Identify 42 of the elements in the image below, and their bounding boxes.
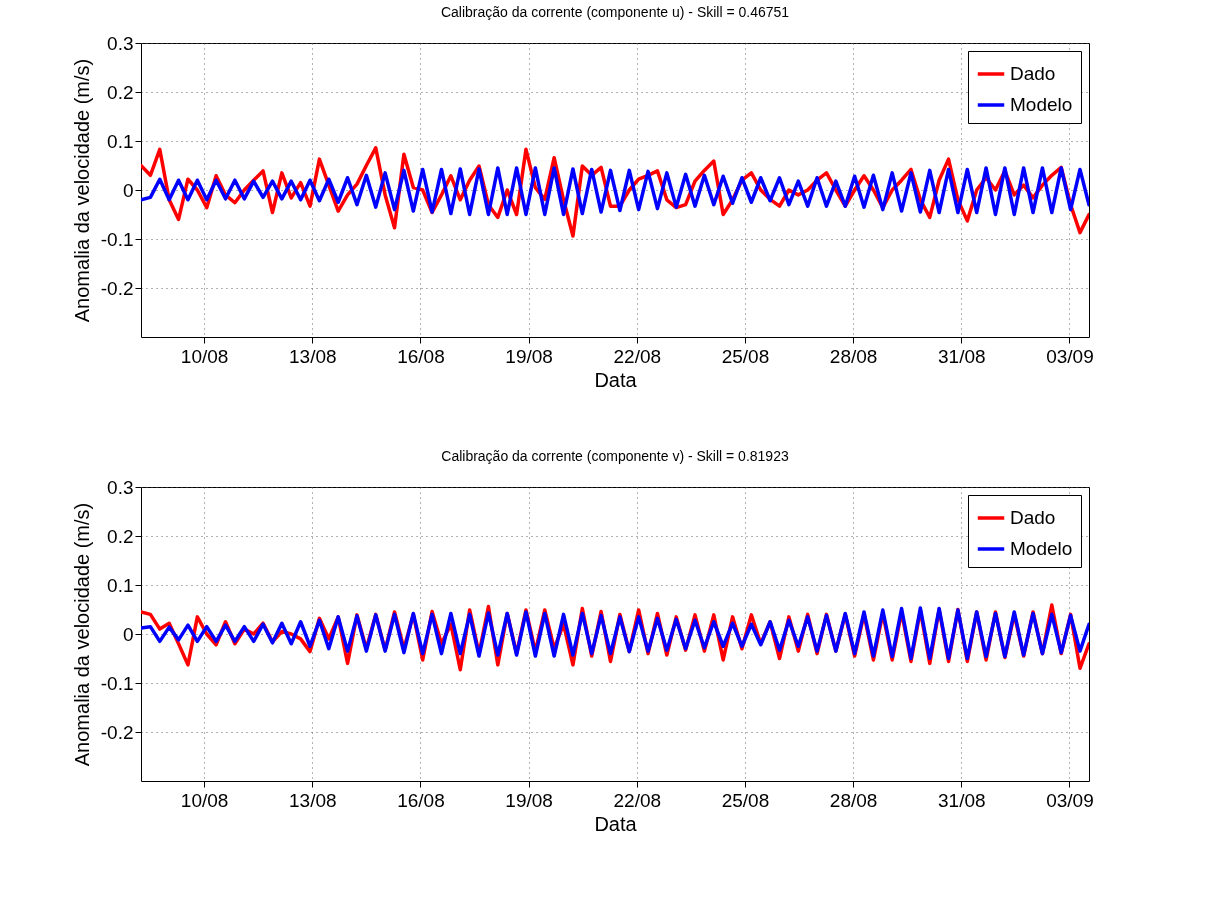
- legend-label: Modelo: [1010, 538, 1073, 559]
- y-tick-label: 0.3: [107, 32, 134, 54]
- y-tick-label: 0: [122, 179, 134, 201]
- line-series: [141, 606, 1089, 661]
- y-axis-title: Anomalia da velocidade (m/s): [70, 58, 93, 323]
- x-tick-label: 16/08: [397, 345, 445, 367]
- y-axis-title: Anomalia da velocidade (m/s): [70, 502, 93, 767]
- x-tick-label: 31/08: [938, 789, 986, 811]
- chart-title: Calibração da corrente (componente v) - Skill = 0.81923: [441, 448, 789, 464]
- x-tick-label: 10/08: [180, 789, 229, 811]
- x-axis-title: Data: [594, 812, 638, 835]
- x-tick-label: 25/08: [721, 789, 770, 811]
- x-tick-label: 22/08: [613, 789, 662, 811]
- y-tick-label: -0.2: [100, 277, 134, 299]
- y-tick-label: -0.1: [100, 228, 134, 250]
- legend-label: Dado: [1010, 63, 1056, 84]
- x-tick-label: 19/08: [505, 345, 553, 367]
- x-tick-label: 25/08: [721, 345, 770, 367]
- y-tick-label: -0.1: [100, 672, 134, 694]
- x-tick-label: 13/08: [289, 345, 337, 367]
- x-tick-label: 31/08: [938, 345, 986, 367]
- y-tick-label: 0.2: [107, 525, 134, 547]
- x-tick-label: 13/08: [289, 789, 337, 811]
- x-tick-label: 03/09: [1046, 789, 1094, 811]
- x-tick-label: 22/08: [613, 345, 662, 367]
- legend-label: Dado: [1010, 507, 1056, 528]
- x-axis-title: Data: [594, 368, 638, 391]
- y-tick-label: 0.3: [107, 476, 134, 498]
- y-tick-label: -0.2: [100, 721, 134, 743]
- y-tick-label: 0: [122, 623, 134, 645]
- x-tick-label: 28/08: [829, 789, 878, 811]
- y-tick-label: 0.1: [107, 130, 134, 152]
- y-tick-label: 0.1: [107, 574, 134, 596]
- x-tick-label: 10/08: [180, 345, 229, 367]
- x-tick-label: 28/08: [829, 345, 878, 367]
- legend-label: Modelo: [1010, 94, 1073, 115]
- x-tick-label: 16/08: [397, 789, 445, 811]
- x-tick-label: 03/09: [1046, 345, 1094, 367]
- line-series: [141, 166, 1089, 217]
- chart-title: Calibração da corrente (componente u) - Skill = 0.46751: [440, 4, 790, 20]
- y-tick-label: 0.2: [107, 81, 134, 103]
- x-tick-label: 19/08: [505, 789, 553, 811]
